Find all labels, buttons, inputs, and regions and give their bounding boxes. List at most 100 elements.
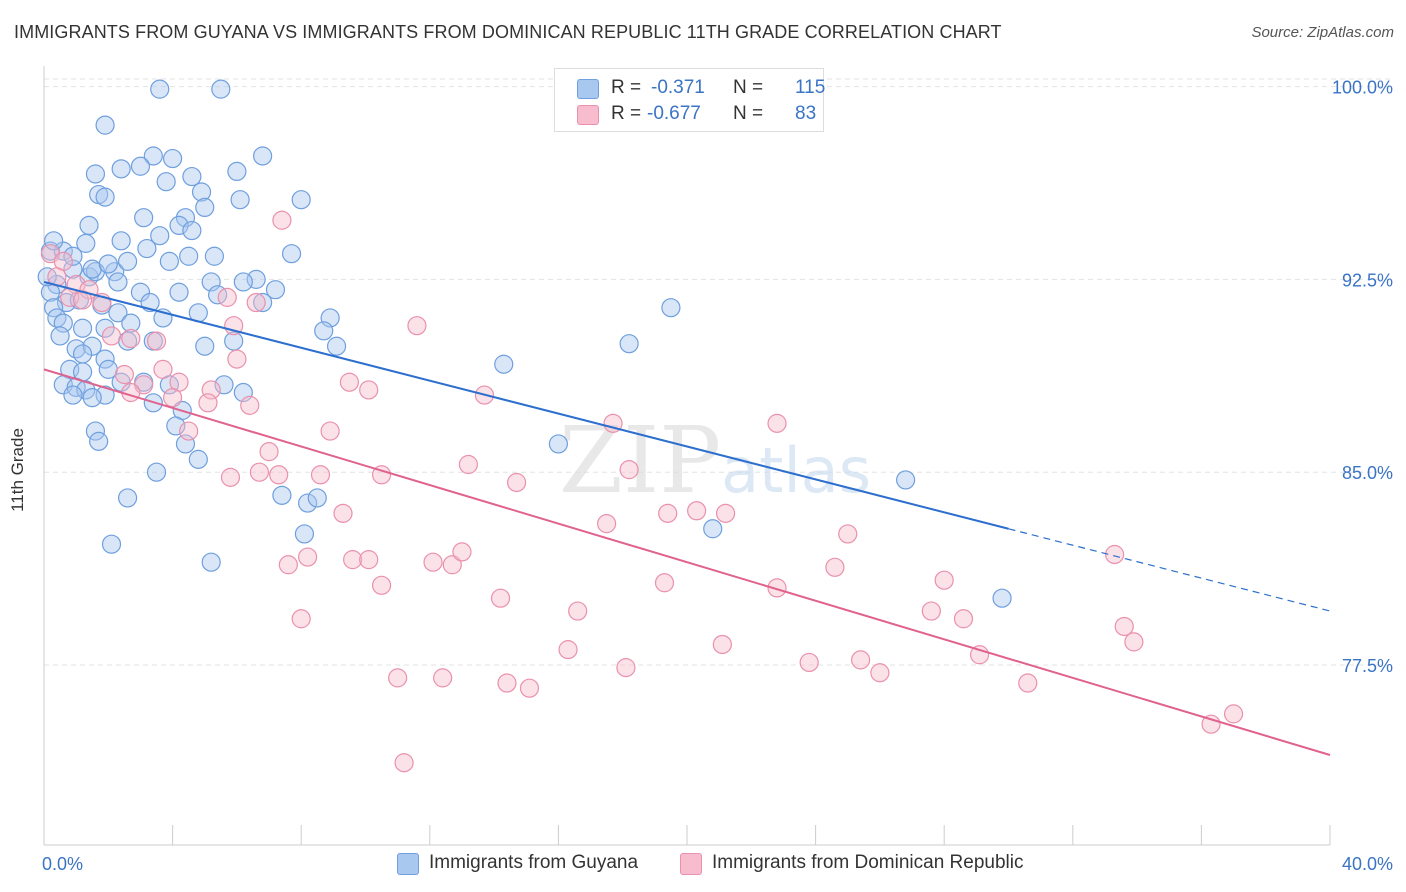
point-guyana (95, 187, 115, 207)
point-dominican (799, 652, 819, 673)
point-guyana (291, 190, 311, 210)
point-guyana (134, 208, 154, 228)
point-guyana (37, 267, 57, 287)
source-text: Source: ZipAtlas.com (1251, 24, 1394, 41)
legend-r-value: -0.371 (651, 77, 705, 98)
point-guyana (108, 303, 128, 323)
point-guyana (182, 220, 202, 241)
point-guyana (130, 156, 151, 176)
point-guyana (117, 488, 138, 508)
point-dominican (1114, 616, 1134, 637)
point-guyana (146, 462, 167, 482)
point-dominican (146, 331, 167, 351)
legend-n-label: N = (733, 103, 764, 124)
point-dominican (616, 658, 636, 678)
point-dominican (490, 588, 511, 608)
point-dominican (619, 460, 639, 480)
bottom-legend-label-dominican: Immigrants from Dominican Republic (712, 852, 1024, 873)
point-dominican (343, 550, 363, 570)
point-dominican (278, 555, 298, 575)
point-dominican (934, 570, 954, 590)
point-dominican (767, 578, 787, 598)
point-guyana (111, 372, 131, 392)
trendline-guyana-extension (1008, 528, 1331, 612)
point-dominican (272, 210, 292, 230)
point-dominican (291, 609, 311, 629)
point-guyana (211, 79, 231, 99)
point-guyana (661, 298, 681, 318)
point-guyana (111, 159, 131, 179)
point-dominican (320, 421, 340, 441)
legend-n-value: 83 (795, 103, 817, 124)
point-guyana (272, 485, 292, 505)
point-dominican (497, 673, 517, 693)
point-guyana (166, 416, 186, 436)
point-guyana (204, 246, 224, 266)
point-guyana (253, 146, 273, 166)
point-guyana (992, 588, 1012, 608)
point-dominican (654, 573, 675, 593)
point-guyana (214, 375, 234, 395)
point-guyana (76, 233, 96, 253)
point-guyana (188, 449, 208, 469)
y-axis-label: 11th Grade (8, 428, 27, 512)
point-guyana (98, 254, 118, 274)
point-dominican (339, 372, 360, 392)
legend-r-value: -0.677 (647, 103, 701, 124)
point-guyana (195, 197, 215, 218)
legend-n-label: N = (733, 77, 764, 98)
point-dominican (359, 380, 379, 400)
x-tick-label-min: 0.0% (42, 854, 83, 874)
point-guyana (156, 172, 176, 192)
point-guyana (169, 215, 189, 235)
point-dominican (712, 634, 732, 655)
trendline-guyana (43, 280, 1009, 530)
point-guyana (85, 421, 106, 441)
point-guyana (159, 251, 179, 271)
point-dominican (767, 413, 787, 433)
point-guyana (63, 385, 83, 405)
x-tick-label-max: 40.0% (1342, 854, 1393, 874)
point-dominican (433, 668, 453, 688)
point-dominican (442, 555, 462, 575)
point-dominican (298, 547, 318, 567)
point-dominican (558, 640, 578, 660)
point-dominican (597, 514, 617, 534)
point-dominican (220, 467, 241, 487)
point-guyana (233, 272, 253, 292)
point-guyana (230, 190, 250, 210)
trendline-dominican (43, 368, 1331, 756)
point-guyana (227, 161, 247, 182)
point-dominican (121, 328, 141, 349)
y-tick-label: 92.5% (1342, 270, 1393, 290)
point-dominican (101, 326, 122, 346)
point-guyana (150, 226, 170, 246)
legend-n-value: 115 (795, 77, 826, 98)
point-guyana (314, 321, 334, 341)
bottom-legend-swatch-guyana (397, 853, 419, 875)
point-guyana (95, 318, 115, 338)
point-guyana (298, 493, 318, 513)
legend-swatch-guyana (577, 79, 599, 99)
y-tick-label: 85.0% (1342, 463, 1393, 483)
point-dominican (246, 292, 266, 313)
point-dominican (407, 316, 427, 336)
point-guyana (494, 354, 514, 374)
point-guyana (201, 552, 221, 572)
point-dominican (227, 349, 247, 369)
point-dominican (269, 465, 289, 485)
point-dominican (838, 524, 858, 544)
point-guyana (50, 326, 70, 346)
point-dominican (179, 421, 199, 441)
point-guyana (117, 251, 138, 271)
point-guyana (253, 292, 273, 313)
y-tick-label: 77.5% (1342, 656, 1393, 676)
point-guyana (182, 166, 202, 187)
point-dominican (198, 393, 218, 413)
point-dominican (217, 287, 237, 307)
legend-r-label: R = (611, 77, 642, 98)
point-dominican (825, 557, 845, 577)
chart-title: IMMIGRANTS FROM GUYANA VS IMMIGRANTS FRO… (14, 22, 1002, 42)
point-dominican (452, 542, 472, 562)
point-dominican (568, 601, 588, 621)
